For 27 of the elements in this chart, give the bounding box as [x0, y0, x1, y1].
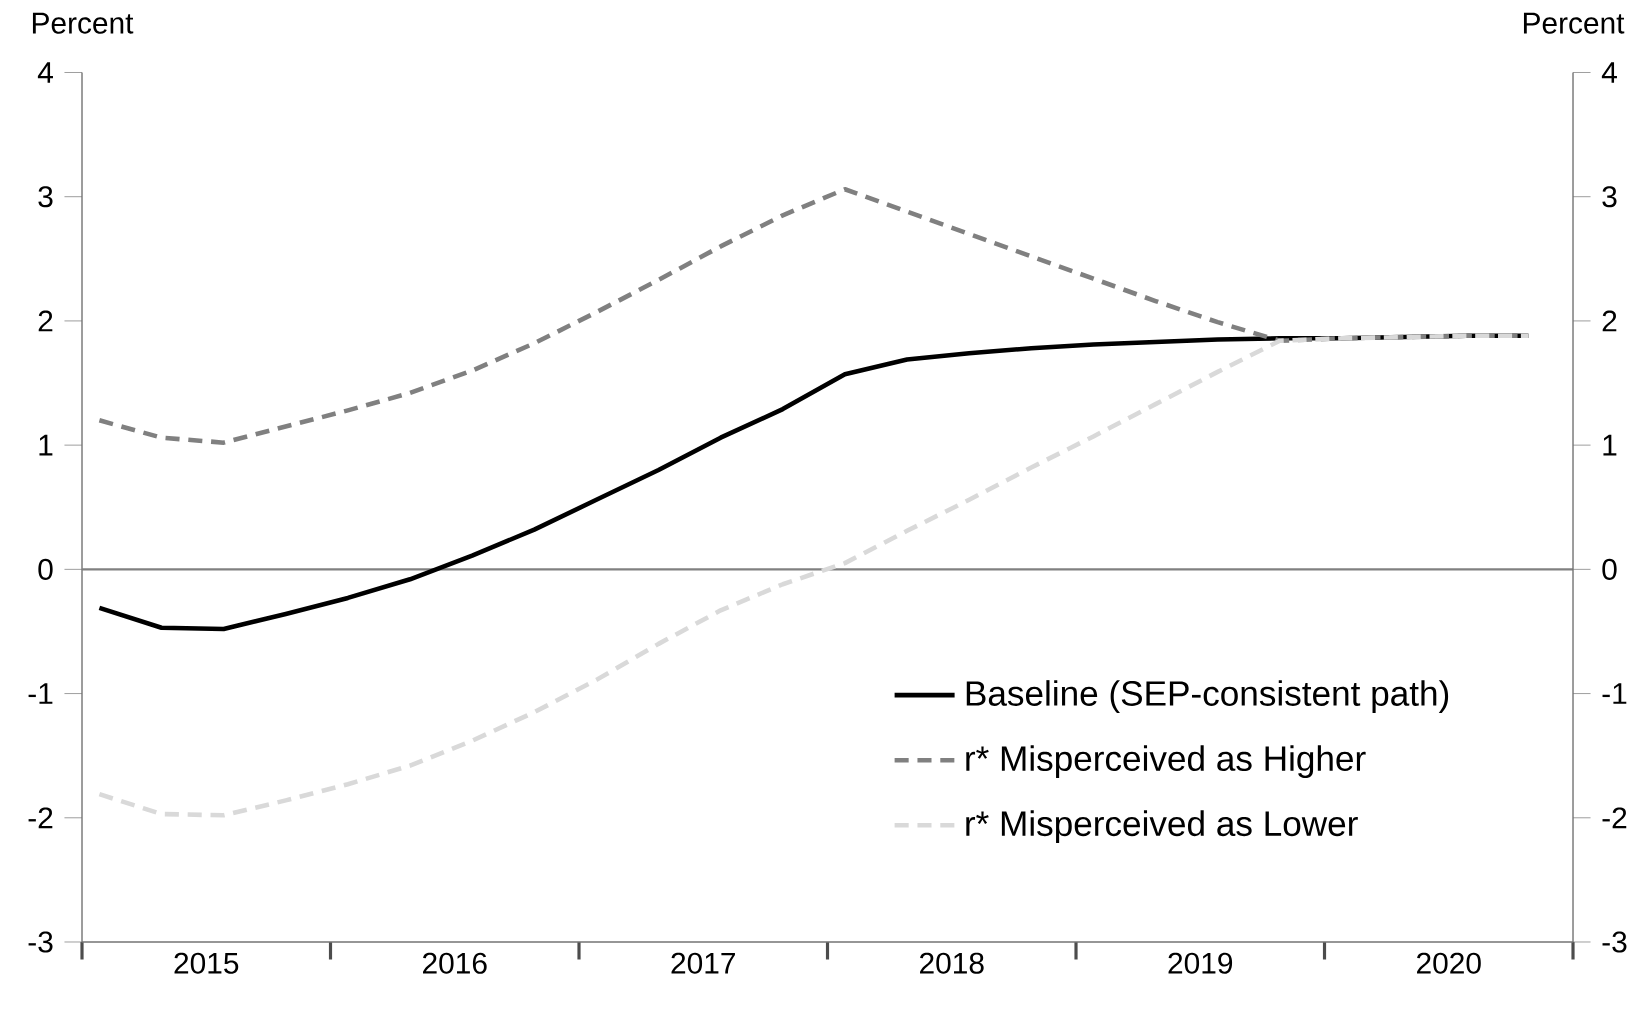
y2-tick-label: 4	[1601, 62, 1617, 83]
y-tick-label: 0	[38, 558, 53, 580]
x-tick-label: 2020	[1417, 952, 1481, 974]
y-tick-label: 1	[39, 434, 53, 456]
y-tick-label: 2	[38, 310, 53, 332]
x-tick-label: 2016	[423, 952, 487, 974]
x-tick-label: 2019	[1168, 952, 1233, 974]
legend-label: Baseline (SEP-consistent path)	[966, 680, 1449, 713]
x-tick-label: 2017	[671, 952, 735, 974]
y-axis-title: Percent	[32, 12, 134, 34]
x-tick-label: 2015	[174, 952, 239, 974]
y2-tick-label: 3	[1602, 186, 1617, 208]
y2-tick-label: 2	[1602, 310, 1617, 332]
y-tick-label: -3	[28, 931, 53, 953]
y-tick-label: 3	[38, 186, 53, 208]
y2-axis-title: Percent	[1523, 12, 1625, 34]
y2-tick-label: -1	[1602, 683, 1627, 704]
y-tick-label: -2	[28, 807, 53, 829]
legend-label: r* Misperceived as Higher	[966, 745, 1366, 778]
y-tick-label: -1	[28, 683, 53, 704]
y-tick-label: 4	[37, 62, 53, 83]
y2-tick-label: 0	[1602, 558, 1617, 580]
y2-tick-label: -3	[1602, 931, 1627, 953]
legend-label: r* Misperceived as Lower	[966, 810, 1358, 844]
y2-tick-label: 1	[1603, 434, 1617, 456]
x-tick-label: 2018	[920, 952, 984, 974]
y2-tick-label: -2	[1602, 807, 1627, 829]
